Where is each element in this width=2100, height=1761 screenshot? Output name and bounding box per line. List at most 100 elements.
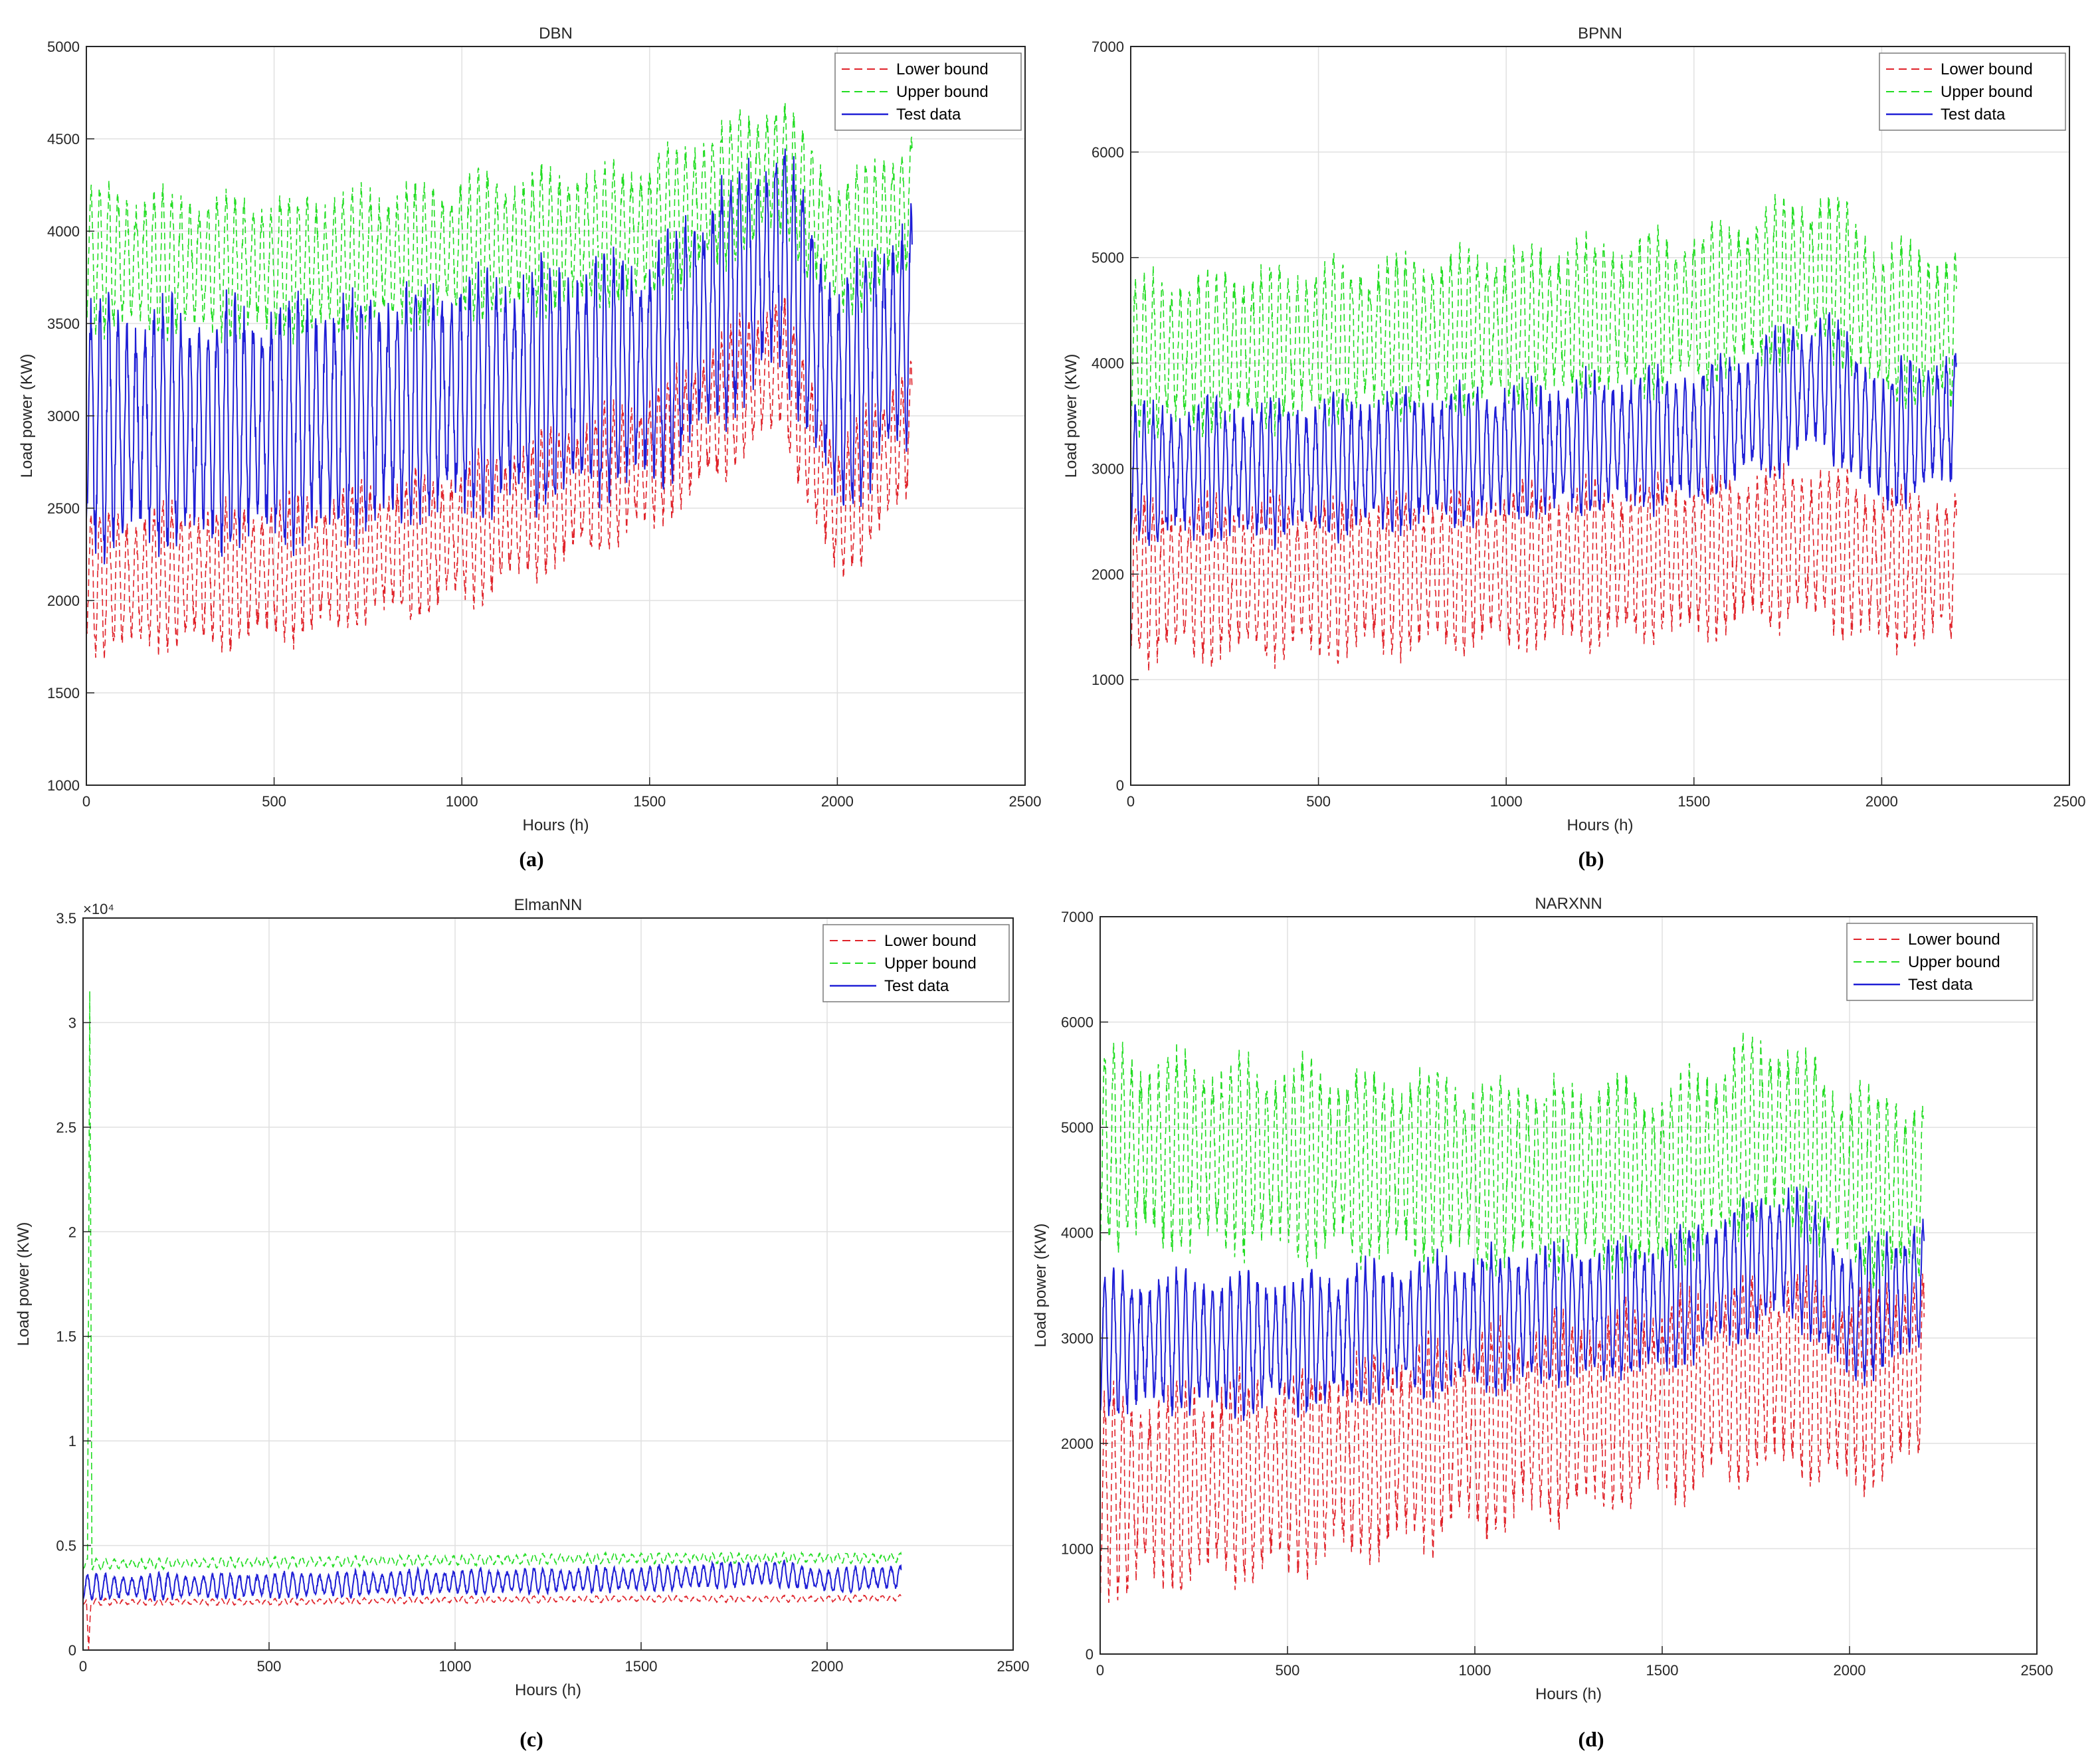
legend-entry-label: Test data [1941, 106, 2006, 124]
y-tick-label: 4000 [47, 223, 80, 240]
x-tick-label: 500 [1306, 793, 1331, 810]
series-line-test-data [1131, 312, 1957, 550]
legend-entry-label: Upper bound [1908, 953, 2000, 971]
legend-box [822, 924, 1010, 1002]
y-tick-label: 1000 [1061, 1540, 1094, 1557]
series-line-upper-bound [1131, 193, 1957, 440]
x-tick-label: 2500 [1009, 793, 1042, 810]
y-tick-label: 1000 [47, 777, 80, 794]
y-axis-label: Load power (KW) [15, 1222, 33, 1346]
legend-entry-label: Lower bound [896, 60, 989, 78]
x-tick-label: 0 [1127, 793, 1135, 810]
x-tick-label: 0 [82, 793, 90, 810]
y-tick-label: 3000 [1092, 460, 1124, 477]
axes-box [1130, 46, 2070, 786]
y-tick-label: 1500 [47, 685, 80, 701]
y-tick-label: 5000 [1061, 1119, 1094, 1136]
series-line-lower-bound [1131, 463, 1957, 672]
x-tick-label: 1000 [439, 1658, 472, 1675]
chart-title: NARXNN [1535, 895, 1602, 913]
x-axis-label: Hours (h) [522, 816, 589, 834]
y-tick-label: 2000 [1092, 566, 1124, 583]
series-line-lower-bound [1100, 1265, 1925, 1603]
x-tick-label: 1000 [1459, 1662, 1491, 1679]
legend-box [1846, 923, 2034, 1001]
legend-box [834, 52, 1022, 131]
series-line-test-data [1100, 1186, 1925, 1421]
x-axis-label: Hours (h) [1567, 816, 1633, 834]
x-tick-label: 2000 [1834, 1662, 1866, 1679]
x-tick-label: 1500 [1646, 1662, 1679, 1679]
legend-entry-label: Upper bound [1941, 83, 2033, 101]
x-tick-label: 2500 [2021, 1662, 2053, 1679]
y-tick-label: 3500 [47, 316, 80, 332]
y-tick-label: 2000 [47, 593, 80, 609]
y-tick-label: 3000 [47, 408, 80, 424]
series-line-lower-bound [83, 1594, 902, 1650]
y-tick-label: 0 [68, 1642, 76, 1659]
axes-box [1099, 916, 2038, 1655]
y-tick-label: 2 [68, 1224, 76, 1240]
legend-entry-label: Test data [1908, 976, 1973, 994]
x-tick-label: 500 [1276, 1662, 1300, 1679]
y-axis-label: Load power (KW) [18, 354, 36, 478]
y-tick-label: 1000 [1092, 672, 1124, 688]
x-axis-label: Hours (h) [1535, 1685, 1602, 1703]
chart-title: DBN [539, 25, 573, 43]
y-exponent-label: ×10⁴ [83, 901, 114, 917]
x-tick-label: 2000 [811, 1658, 844, 1675]
y-axis-label: Load power (KW) [1062, 354, 1080, 478]
y-tick-label: 6000 [1061, 1014, 1094, 1031]
y-tick-label: 7000 [1061, 909, 1094, 925]
x-tick-label: 2500 [997, 1658, 1030, 1675]
y-tick-label: 1.5 [56, 1329, 76, 1345]
y-tick-label: 2500 [47, 500, 80, 517]
x-tick-label: 1500 [1677, 793, 1710, 810]
series-line-lower-bound [86, 298, 913, 660]
x-tick-label: 0 [79, 1658, 87, 1675]
x-tick-label: 1500 [625, 1658, 658, 1675]
x-tick-label: 2500 [2053, 793, 2086, 810]
y-tick-label: 5000 [1092, 250, 1124, 266]
x-axis-label: Hours (h) [515, 1681, 581, 1699]
chart-panel-elmannn: 0 500 1000 1500 2000 2500 0 0.5 1 1.5 2 2.5 3 3.5 ×10⁴… [15, 896, 1030, 1699]
y-tick-label: 3.5 [56, 910, 76, 927]
y-tick-label: 7000 [1092, 39, 1124, 55]
y-tick-label: 4500 [47, 131, 80, 147]
y-tick-label: 4000 [1092, 355, 1124, 372]
chart-title: BPNN [1578, 25, 1622, 43]
y-tick-label: 1 [68, 1433, 76, 1449]
axes-box [82, 917, 1014, 1651]
series-line-test-data [83, 1559, 902, 1602]
y-tick-label: 2000 [1061, 1436, 1094, 1452]
x-tick-label: 0 [1096, 1662, 1104, 1679]
x-tick-label: 1000 [1490, 793, 1523, 810]
series-line-upper-bound [83, 991, 902, 1571]
legend-box [1879, 52, 2066, 131]
series-line-upper-bound [86, 103, 913, 345]
y-axis-label: Load power (KW) [1032, 1224, 1050, 1348]
y-tick-label: 3000 [1061, 1330, 1094, 1346]
y-tick-label: 5000 [47, 39, 80, 55]
x-tick-label: 500 [262, 793, 286, 810]
legend-entry-label: Upper bound [884, 955, 977, 973]
legend-entry-label: Test data [884, 977, 949, 995]
y-tick-label: 2.5 [56, 1119, 76, 1136]
chart-panel-bpnn: 0 500 1000 1500 2000 2500 0 1000 2000 3000 4000 500… [1062, 25, 2086, 834]
x-tick-label: 1500 [633, 793, 666, 810]
caption-a: (a) [519, 847, 544, 871]
plot-area [83, 918, 1013, 1650]
legend-entry-label: Lower bound [884, 932, 977, 950]
legend-entry-label: Lower bound [1908, 931, 2000, 949]
legend-entry-label: Lower bound [1941, 60, 2033, 78]
chart-panel-dbn: 0 500 1000 1500 2000 2500 1000 1500 2000 2500 3000… [18, 25, 1042, 834]
chart-title: ElmanNN [514, 896, 583, 914]
legend-entry-label: Test data [896, 106, 961, 124]
y-tick-label: 0 [1116, 777, 1124, 794]
caption-d: (d) [1578, 1727, 1604, 1751]
series-line-upper-bound [1100, 1032, 1925, 1289]
y-tick-label: 0.5 [56, 1538, 76, 1554]
y-tick-label: 0 [1086, 1646, 1094, 1663]
series-line-test-data [86, 148, 913, 565]
